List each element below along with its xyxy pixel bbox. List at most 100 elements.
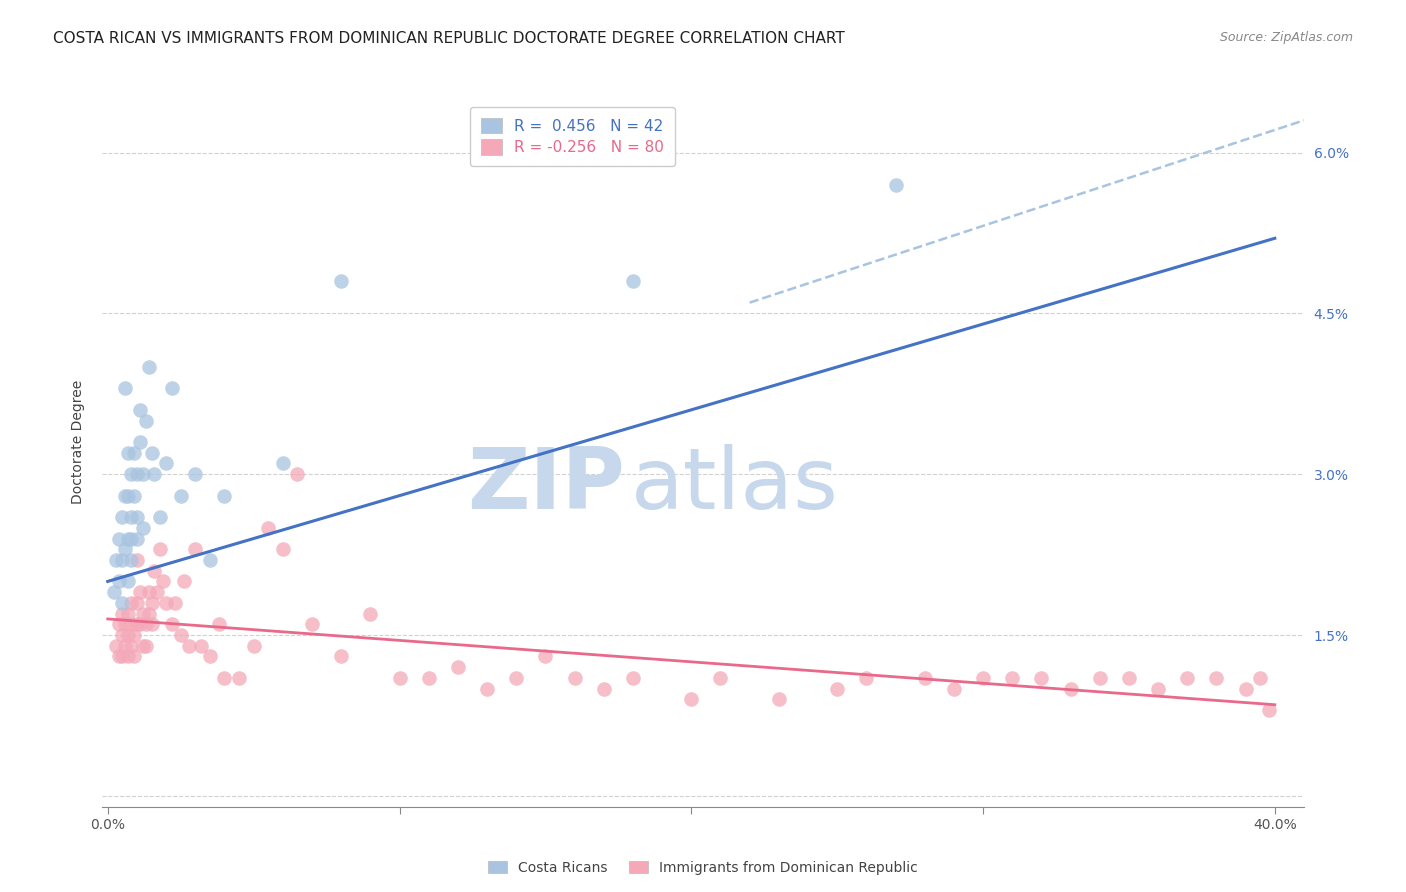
Point [114, 617, 136, 632]
Point [214, 489, 236, 503]
Point [125, 596, 148, 610]
Point [1175, 671, 1198, 685]
Point [146, 585, 169, 599]
Point [564, 671, 586, 685]
Point [184, 542, 207, 557]
Point [125, 510, 148, 524]
Point [534, 649, 557, 664]
Point [330, 274, 353, 288]
Point [1088, 671, 1111, 685]
Point [143, 467, 166, 482]
Point [198, 649, 221, 664]
Point [128, 585, 150, 599]
Point [138, 585, 160, 599]
Point [125, 553, 148, 567]
Point [271, 457, 294, 471]
Point [149, 510, 172, 524]
Point [111, 607, 134, 621]
Point [160, 617, 183, 632]
Point [160, 381, 183, 395]
Text: Source: ZipAtlas.com: Source: ZipAtlas.com [1219, 31, 1353, 45]
Legend: Costa Ricans, Immigrants from Dominican Republic: Costa Ricans, Immigrants from Dominican … [482, 855, 924, 880]
Point [120, 639, 142, 653]
Point [1059, 681, 1081, 696]
Point [125, 532, 148, 546]
Point [132, 467, 155, 482]
Point [108, 617, 131, 632]
Point [128, 617, 150, 632]
Text: ZIP: ZIP [467, 444, 624, 527]
Point [120, 510, 142, 524]
Point [114, 639, 136, 653]
Point [942, 681, 965, 696]
Point [155, 457, 177, 471]
Point [122, 649, 145, 664]
Point [149, 542, 172, 557]
Point [117, 628, 139, 642]
Point [138, 607, 160, 621]
Point [418, 671, 440, 685]
Point [388, 671, 411, 685]
Point [1031, 671, 1053, 685]
Point [228, 671, 250, 685]
Point [184, 467, 207, 482]
Point [108, 532, 131, 546]
Point [190, 639, 212, 653]
Point [257, 521, 280, 535]
Point [155, 596, 177, 610]
Point [621, 671, 644, 685]
Point [135, 413, 157, 427]
Point [120, 553, 142, 567]
Point [1001, 671, 1024, 685]
Point [242, 639, 264, 653]
Point [709, 671, 731, 685]
Point [825, 681, 848, 696]
Point [359, 607, 381, 621]
Point [1147, 681, 1170, 696]
Point [330, 649, 353, 664]
Point [271, 542, 294, 557]
Point [1249, 671, 1271, 685]
Point [132, 521, 155, 535]
Point [114, 489, 136, 503]
Point [105, 553, 128, 567]
Point [768, 692, 790, 706]
Point [621, 274, 644, 288]
Point [122, 628, 145, 642]
Point [214, 671, 236, 685]
Point [447, 660, 470, 674]
Point [173, 574, 195, 589]
Point [128, 435, 150, 450]
Point [1258, 703, 1281, 717]
Point [111, 596, 134, 610]
Point [120, 617, 142, 632]
Point [914, 671, 936, 685]
Point [105, 639, 128, 653]
Point [132, 607, 155, 621]
Point [103, 585, 125, 599]
Point [132, 639, 155, 653]
Point [111, 510, 134, 524]
Point [120, 596, 142, 610]
Point [135, 617, 157, 632]
Point [475, 681, 498, 696]
Point [170, 489, 193, 503]
Point [170, 628, 193, 642]
Point [179, 639, 201, 653]
Point [1205, 671, 1227, 685]
Point [120, 532, 142, 546]
Point [135, 639, 157, 653]
Point [972, 671, 994, 685]
Point [114, 381, 136, 395]
Point [884, 178, 907, 192]
Point [198, 553, 221, 567]
Point [122, 446, 145, 460]
Point [681, 692, 703, 706]
Point [138, 359, 160, 374]
Point [505, 671, 527, 685]
Point [143, 564, 166, 578]
Point [120, 467, 142, 482]
Text: COSTA RICAN VS IMMIGRANTS FROM DOMINICAN REPUBLIC DOCTORATE DEGREE CORRELATION C: COSTA RICAN VS IMMIGRANTS FROM DOMINICAN… [53, 31, 845, 46]
Point [301, 617, 323, 632]
Point [111, 628, 134, 642]
